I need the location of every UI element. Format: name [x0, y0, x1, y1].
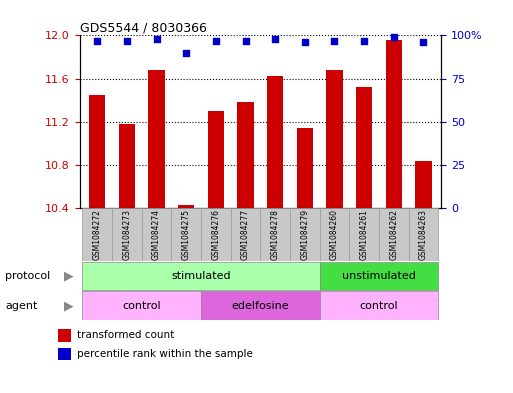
FancyBboxPatch shape [171, 208, 201, 261]
Point [123, 37, 131, 44]
Bar [148, 70, 165, 208]
FancyBboxPatch shape [290, 208, 320, 261]
Bar [297, 128, 313, 208]
Text: control: control [123, 301, 161, 310]
Text: stimulated: stimulated [171, 271, 231, 281]
Bar [58, 329, 71, 342]
Text: GSM1084279: GSM1084279 [300, 209, 309, 260]
Text: GSM1084272: GSM1084272 [93, 209, 102, 260]
Text: GSM1084261: GSM1084261 [360, 209, 369, 260]
Point [152, 36, 161, 42]
Text: GSM1084275: GSM1084275 [182, 209, 191, 260]
Point [212, 37, 220, 44]
FancyBboxPatch shape [261, 208, 290, 261]
Text: GSM1084277: GSM1084277 [241, 209, 250, 260]
Bar [238, 102, 253, 208]
Text: GSM1084273: GSM1084273 [123, 209, 131, 260]
FancyBboxPatch shape [320, 208, 349, 261]
Text: control: control [360, 301, 398, 310]
Text: GDS5544 / 8030366: GDS5544 / 8030366 [80, 21, 206, 34]
Text: unstimulated: unstimulated [342, 271, 416, 281]
FancyBboxPatch shape [112, 208, 142, 261]
Bar [58, 348, 71, 360]
FancyBboxPatch shape [201, 208, 231, 261]
Text: protocol: protocol [5, 271, 50, 281]
Point [360, 37, 368, 44]
Bar [89, 95, 106, 208]
Text: GSM1084260: GSM1084260 [330, 209, 339, 260]
FancyBboxPatch shape [201, 292, 320, 320]
Text: GSM1084262: GSM1084262 [389, 209, 398, 260]
FancyBboxPatch shape [320, 292, 438, 320]
FancyBboxPatch shape [320, 262, 438, 290]
Bar [208, 111, 224, 208]
FancyBboxPatch shape [349, 208, 379, 261]
Text: GSM1084263: GSM1084263 [419, 209, 428, 260]
Point [242, 37, 250, 44]
Point [330, 37, 339, 44]
Text: ▶: ▶ [65, 270, 74, 283]
FancyBboxPatch shape [83, 208, 112, 261]
FancyBboxPatch shape [83, 292, 201, 320]
Text: edelfosine: edelfosine [231, 301, 289, 310]
Bar [178, 205, 194, 208]
Text: agent: agent [5, 301, 37, 310]
Point [93, 37, 102, 44]
FancyBboxPatch shape [83, 262, 320, 290]
Point [271, 36, 279, 42]
Text: GSM1084274: GSM1084274 [152, 209, 161, 260]
Text: transformed count: transformed count [77, 330, 174, 340]
Bar [415, 161, 431, 208]
Bar [356, 87, 372, 208]
Text: percentile rank within the sample: percentile rank within the sample [77, 349, 253, 359]
FancyBboxPatch shape [142, 208, 171, 261]
Bar [386, 40, 402, 208]
Text: ▶: ▶ [65, 299, 74, 312]
Bar [267, 77, 283, 208]
Bar [326, 70, 343, 208]
Point [390, 34, 398, 40]
Point [182, 50, 190, 56]
FancyBboxPatch shape [231, 208, 261, 261]
FancyBboxPatch shape [379, 208, 408, 261]
FancyBboxPatch shape [408, 208, 438, 261]
Text: GSM1084278: GSM1084278 [271, 209, 280, 260]
Bar [119, 124, 135, 208]
Point [419, 39, 427, 46]
Point [301, 39, 309, 46]
Text: GSM1084276: GSM1084276 [211, 209, 221, 260]
